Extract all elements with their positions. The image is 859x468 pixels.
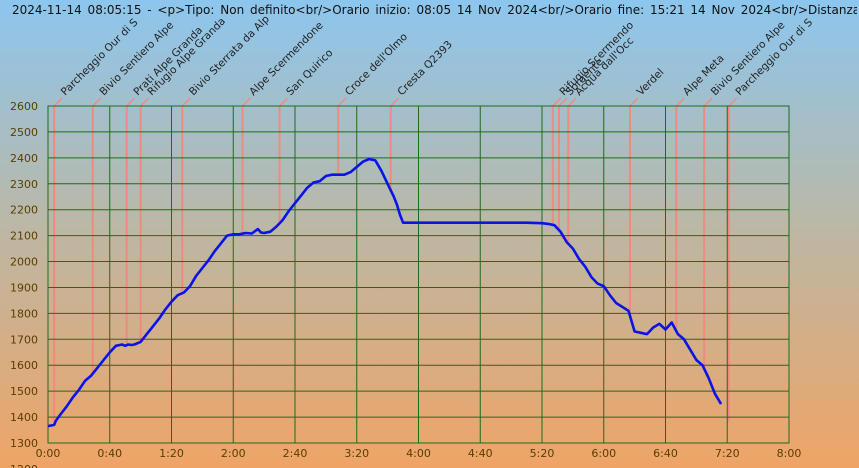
y-tick-label: 2600 <box>10 100 38 113</box>
waypoint-leader <box>126 97 136 107</box>
waypoint-label: Parcheggio Our di S <box>59 16 141 98</box>
y-tick-label: 2400 <box>10 152 38 165</box>
waypoint-label: Cresta Q2393 <box>395 39 455 99</box>
y-axis: 1300 1400 1500 1600 1700 1800 1900 2000 2100 2200… <box>10 100 38 468</box>
waypoint-leader <box>703 97 713 107</box>
waypoint-leader <box>558 97 568 107</box>
y-tick-label: 2300 <box>10 178 38 191</box>
x-tick-label: 8:00 <box>777 447 802 460</box>
grid <box>47 105 790 444</box>
x-tick-label: 1:20 <box>159 447 184 460</box>
x-axis: 0:00 0:40 1:20 2:00 2:40 3:20 4:00 4:40 5:20 6:00… <box>36 447 802 460</box>
waypoint-label: Verdel <box>635 66 667 98</box>
y-tick-label: 1300 <box>10 437 38 450</box>
waypoint-leader <box>140 97 150 107</box>
y-tick-label: 2000 <box>10 256 38 269</box>
x-tick-label: 4:40 <box>468 447 493 460</box>
y-tick-label: 1400 <box>10 411 38 424</box>
y-tick-label: 2500 <box>10 126 38 139</box>
y-tick-label: 1200 <box>10 463 38 468</box>
waypoint-leader <box>337 97 347 107</box>
waypoint-leader <box>675 97 685 107</box>
y-tick-label: 1500 <box>10 385 38 398</box>
y-tick-label: 1900 <box>10 281 38 294</box>
waypoint-leader <box>567 97 577 107</box>
x-tick-label: 2:00 <box>221 447 246 460</box>
x-tick-label: 5:20 <box>530 447 555 460</box>
y-tick-label: 1600 <box>10 359 38 372</box>
x-tick-label: 2:40 <box>283 447 308 460</box>
y-tick-label: 1700 <box>10 333 38 346</box>
waypoint-leader <box>390 97 400 107</box>
y-tick-label: 2100 <box>10 230 38 243</box>
x-tick-label: 4:00 <box>406 447 431 460</box>
x-tick-label: 7:20 <box>715 447 740 460</box>
waypoint-leader <box>279 97 289 107</box>
waypoint-label: Rifugio Alpe Granda <box>145 15 228 98</box>
waypoint-lines <box>53 97 738 425</box>
waypoint-leader <box>53 97 63 107</box>
waypoint-leader <box>728 97 738 107</box>
elevation-profile-line <box>47 157 723 428</box>
x-tick-label: 6:40 <box>653 447 678 460</box>
waypoint-leader <box>552 97 562 107</box>
waypoint-leader <box>241 97 252 107</box>
x-tick-label: 3:20 <box>344 447 369 460</box>
waypoint-leader <box>92 97 102 107</box>
waypoint-leader <box>181 97 191 107</box>
waypoint-leader <box>629 97 639 107</box>
y-tick-label: 1800 <box>10 307 38 320</box>
x-tick-label: 6:00 <box>591 447 616 460</box>
series-layer <box>47 157 723 428</box>
x-tick-label: 0:40 <box>97 447 122 460</box>
track-header: 2024-11-14 08:05:15 - <p>Tipo: Non defin… <box>12 3 857 17</box>
y-tick-label: 2200 <box>10 204 38 217</box>
x-tick-label: 0:00 <box>36 447 61 460</box>
